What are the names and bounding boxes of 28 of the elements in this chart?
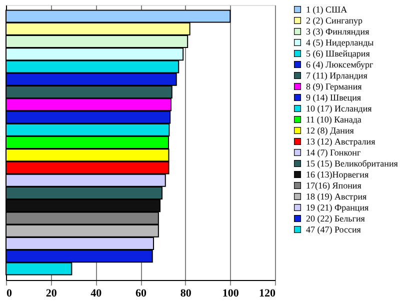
legend-label: 15 (15) Великобритания [306,158,398,168]
legend-label: 10 (17) Исландия [306,104,372,114]
legend-label: 3 (3) Финляндия [306,26,370,36]
legend-label: 7 (11) Ирландия [306,70,368,80]
legend-label: 12 (8) Дания [306,126,354,136]
legend-label: 20 (22) Бельгия [306,214,365,224]
x-tick-label: 40 [90,288,102,300]
x-tick-label: 100 [222,288,240,300]
legend-label: 9 (14) Швеция [306,92,362,102]
x-tick-label: 60 [136,288,147,300]
legend-label: 18 (19) Австрия [306,192,367,202]
legend-label: 13 (12) Австралия [306,136,376,146]
legend-label: 5 (6) Швейцария [306,48,370,58]
legend-label: 14 (7) Гонконг [306,148,361,158]
x-tick-label: 80 [180,288,192,300]
legend-label: 1 (1) США [306,4,348,14]
legend-label: 17(16) Япония [306,180,362,190]
x-tick-label: 0 [6,288,12,300]
x-tick-label: 20 [46,288,58,300]
legend-label: 8 (9) Германия [306,82,362,92]
legend-label: 19 (21) Франция [306,202,369,212]
legend-label: 6 (4) Люксембург [306,60,374,70]
legend-label: 47 (47) Россия [306,224,361,234]
legend-label: 16 (13)Норвегия [306,170,369,180]
x-tick-label: 120 [259,288,276,300]
legend-label: 2 (2) Сингапур [306,16,364,26]
legend-label: 11 (10) Канада [306,114,362,124]
legend-label: 4 (5) Нидерланды [306,38,374,48]
